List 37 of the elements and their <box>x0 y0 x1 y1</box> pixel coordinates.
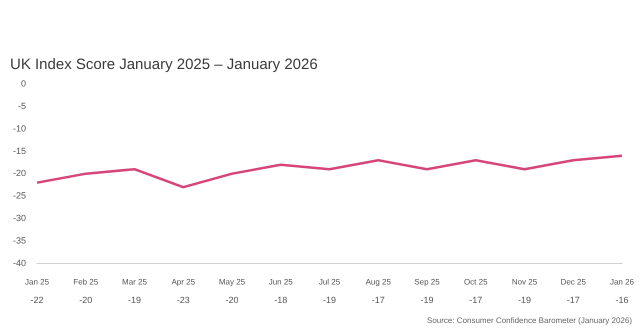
y-tick-label: -5 <box>18 100 26 111</box>
x-tick-label: Jan 25 <box>24 277 50 286</box>
data-label: -19 <box>518 294 531 305</box>
data-label: -16 <box>615 294 628 305</box>
x-tick-label: Oct 25 <box>464 277 488 286</box>
y-tick-label: -10 <box>12 123 26 134</box>
data-label: -19 <box>322 294 336 305</box>
x-tick-label: Aug 25 <box>366 277 392 286</box>
x-tick-label: Jul 25 <box>318 277 341 286</box>
data-label: -18 <box>274 294 288 305</box>
x-tick-label: Nov 25 <box>512 277 538 286</box>
y-tick-label: -15 <box>12 146 26 156</box>
y-tick-label: 0 <box>20 78 26 88</box>
data-label: -19 <box>420 294 434 305</box>
chart-title: UK Index Score January 2025 – January 2026 <box>10 56 318 74</box>
x-tick-label: Dec 25 <box>560 277 586 286</box>
x-tick-label: Apr 25 <box>171 277 196 286</box>
x-tick-label: Mar 25 <box>122 277 148 286</box>
data-label: -22 <box>30 294 44 305</box>
y-tick-label: -25 <box>12 190 26 201</box>
data-label: -20 <box>225 294 239 305</box>
x-tick-label: Jan 26 <box>610 277 635 286</box>
data-label: -17 <box>469 294 482 305</box>
x-tick-label: Jun 25 <box>268 277 294 286</box>
x-tick-label: Feb 25 <box>73 277 99 286</box>
x-tick-label: Sep 25 <box>414 277 440 286</box>
source-note: Source: Consumer Confidence Barometer (January 2026) <box>427 316 632 326</box>
data-label: -20 <box>79 294 92 305</box>
y-tick-label: -30 <box>12 213 26 224</box>
y-tick-label: -35 <box>12 235 26 246</box>
data-label: -17 <box>372 294 385 305</box>
y-tick-label: -20 <box>12 168 26 178</box>
x-tick-label: May 25 <box>218 277 246 286</box>
data-label: -19 <box>128 294 142 305</box>
y-tick-label: -40 <box>12 258 26 268</box>
data-label: -23 <box>176 294 190 305</box>
data-label: -17 <box>566 294 580 305</box>
